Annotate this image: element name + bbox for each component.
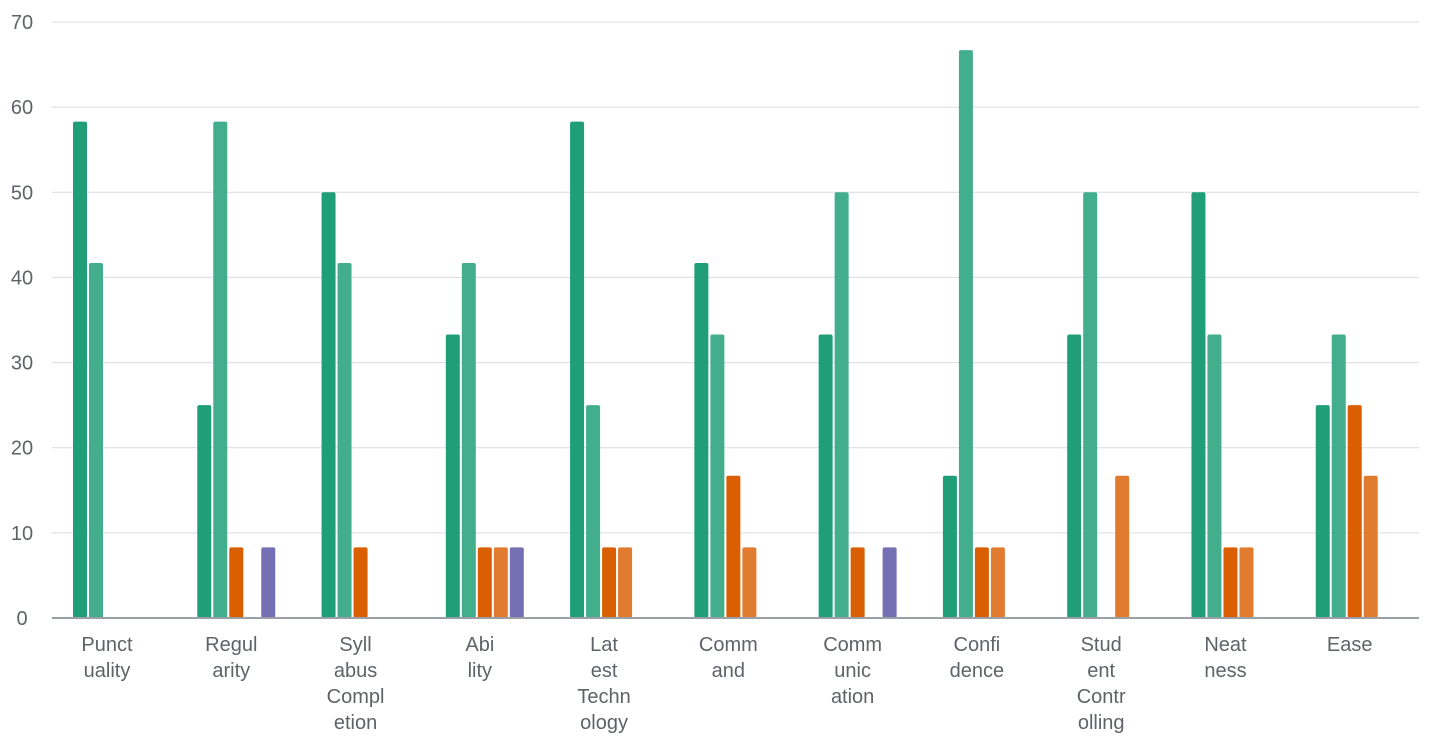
x-category-label: Abi lity <box>465 634 494 682</box>
x-category-label: Comm and <box>699 634 758 682</box>
bar <box>1239 547 1254 618</box>
x-category-label-line: ness <box>1204 660 1246 682</box>
x-category-label: Regul arity <box>205 634 257 682</box>
bar <box>818 334 833 618</box>
x-category-label-line: Neat <box>1204 634 1247 656</box>
x-category-label-line: uality <box>84 660 131 682</box>
x-category-label-line: and <box>712 660 745 682</box>
bar <box>1223 547 1238 618</box>
x-category-label-line: est <box>591 660 618 682</box>
x-category-label-line: Abi <box>465 634 494 656</box>
y-tick-label: 50 <box>11 182 33 204</box>
y-tick-label: 40 <box>11 267 33 289</box>
x-category-label: Lat est Techn ology <box>577 634 630 734</box>
x-category-label-line: Regul <box>205 634 257 656</box>
bars <box>73 50 1378 619</box>
bar <box>882 547 897 618</box>
x-category-label: Punct uality <box>81 634 133 682</box>
x-category-label-line: etion <box>334 712 377 734</box>
bar <box>694 262 709 618</box>
bar <box>1115 475 1130 618</box>
x-category-label-line: Lat <box>590 634 618 656</box>
bar <box>570 121 585 619</box>
bar <box>89 262 103 618</box>
x-category-label-line: lity <box>468 660 492 682</box>
bar <box>493 547 508 618</box>
bar <box>990 547 1005 618</box>
bar <box>461 262 476 618</box>
bar <box>834 192 849 619</box>
gridlines <box>52 21 1419 534</box>
x-category-label: Neat ness <box>1204 634 1247 682</box>
bar <box>509 547 524 618</box>
bar <box>1363 475 1378 618</box>
y-tick-label: 30 <box>11 353 33 375</box>
bar <box>618 547 633 618</box>
bar <box>1315 405 1330 618</box>
bar <box>229 547 244 618</box>
x-category-label-line: unic <box>834 660 871 682</box>
x-category-label: Confi dence <box>950 634 1005 682</box>
x-category-label: Syll abus Compl etion <box>327 634 385 734</box>
bar <box>1191 192 1206 619</box>
bar <box>850 547 865 618</box>
bar <box>1067 334 1082 618</box>
y-axis-ticks: 0 10 20 30 40 50 60 70 <box>11 12 33 630</box>
x-category-label-line: Contr <box>1077 686 1126 708</box>
bar <box>1347 405 1362 618</box>
x-category-label-line: Punct <box>81 634 133 656</box>
x-category-label-line: dence <box>950 660 1005 682</box>
x-category-label: Comm unic ation <box>823 634 882 708</box>
x-category-label-line: arity <box>212 660 250 682</box>
x-category-label-line: Techn <box>577 686 630 708</box>
y-tick-label: 70 <box>11 12 33 34</box>
bar <box>1083 192 1098 619</box>
bar <box>477 547 492 618</box>
y-tick-label: 20 <box>11 438 33 460</box>
x-category-label-line: abus <box>334 660 377 682</box>
y-tick-label: 10 <box>11 523 33 545</box>
x-category-label-line: Compl <box>327 686 385 708</box>
x-category-label-line: olling <box>1078 712 1125 734</box>
bar <box>261 547 276 618</box>
x-category-label-line: Comm <box>823 634 882 656</box>
bar <box>1207 334 1222 618</box>
bar <box>445 334 460 618</box>
x-category-label-line: Syll <box>339 634 371 656</box>
bar <box>353 547 368 618</box>
x-category-label-line: Stud <box>1081 634 1122 656</box>
bar <box>726 475 741 618</box>
y-tick-label: 60 <box>11 97 33 119</box>
bar <box>586 405 601 618</box>
x-category-label-line: ent <box>1087 660 1115 682</box>
x-category-label: Stud ent Contr olling <box>1077 634 1126 734</box>
x-category-label-line: Comm <box>699 634 758 656</box>
y-tick-label: 0 <box>16 608 27 630</box>
x-category-label-line: Confi <box>954 634 1001 656</box>
bar <box>602 547 617 618</box>
bar <box>742 547 757 618</box>
bar <box>1331 334 1346 618</box>
bar <box>321 192 336 619</box>
bar <box>958 50 973 618</box>
bar <box>213 121 228 619</box>
x-category-label-line: ology <box>580 712 628 734</box>
x-category-label-line: ation <box>831 686 874 708</box>
bar <box>337 262 352 618</box>
bar <box>197 405 212 618</box>
x-category-label-line: Ease <box>1327 634 1373 656</box>
bar <box>73 121 87 619</box>
bar <box>974 547 989 618</box>
x-category-label: Ease <box>1327 634 1373 656</box>
x-axis-labels: Punct uality Regul arity Syll abus Compl etion A… <box>81 634 1372 734</box>
bar <box>942 475 957 618</box>
bar <box>710 334 725 618</box>
